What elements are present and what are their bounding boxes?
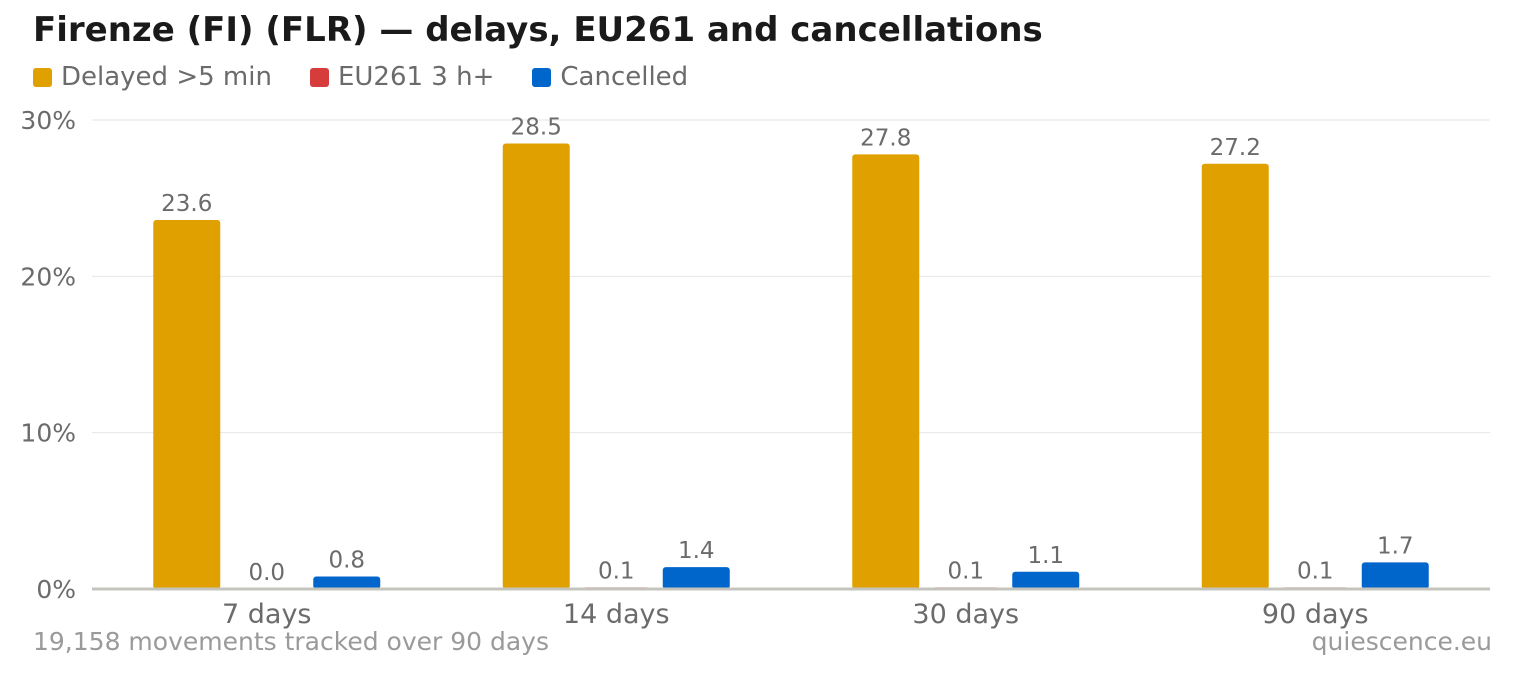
x-tick-label: 7 days bbox=[222, 599, 312, 630]
y-tick-label: 10% bbox=[20, 419, 76, 448]
y-tick-label: 0% bbox=[36, 575, 76, 604]
legend-swatch-cancelled bbox=[532, 67, 552, 87]
legend-item-delayed: Delayed >5 min bbox=[33, 62, 272, 92]
data-label: 0.8 bbox=[328, 547, 365, 573]
x-tick-label: 14 days bbox=[563, 599, 670, 630]
bar bbox=[1012, 571, 1080, 589]
data-label: 0.1 bbox=[1297, 558, 1334, 584]
source-label: quiescence.eu bbox=[1311, 627, 1492, 656]
bar bbox=[662, 567, 730, 589]
x-tick-label: 90 days bbox=[1262, 599, 1369, 630]
data-label: 1.4 bbox=[678, 538, 715, 564]
legend-swatch-eu261 bbox=[309, 67, 329, 87]
bar bbox=[852, 154, 920, 590]
data-label: 28.5 bbox=[511, 114, 562, 140]
data-label: 0.0 bbox=[248, 560, 285, 586]
legend-item-eu261: EU261 3 h+ bbox=[309, 62, 495, 92]
legend-label-eu261: EU261 3 h+ bbox=[337, 62, 495, 92]
y-tick-label: 30% bbox=[20, 106, 76, 135]
bar bbox=[502, 143, 570, 589]
data-label: 27.2 bbox=[1210, 135, 1261, 161]
y-tick-label: 20% bbox=[20, 262, 76, 291]
data-label: 0.1 bbox=[598, 558, 635, 584]
data-label: 23.6 bbox=[161, 191, 212, 217]
data-label: 0.1 bbox=[947, 558, 984, 584]
data-label: 27.8 bbox=[860, 125, 911, 151]
bar bbox=[1201, 163, 1269, 590]
legend-swatch-delayed bbox=[33, 67, 52, 87]
x-tick-label: 30 days bbox=[912, 599, 1019, 630]
bar bbox=[153, 220, 221, 589]
data-label: 1.1 bbox=[1027, 543, 1064, 569]
legend-label-delayed: Delayed >5 min bbox=[61, 62, 272, 92]
bar bbox=[313, 576, 381, 589]
data-label: 1.7 bbox=[1377, 533, 1414, 559]
chart-title: Firenze (FI) (FLR) — delays, EU261 and c… bbox=[33, 10, 1043, 50]
legend-label-cancelled: Cancelled bbox=[560, 62, 689, 92]
legend: Delayed >5 min EU261 3 h+ Cancelled bbox=[33, 62, 726, 92]
footer-note: 19,158 movements tracked over 90 days bbox=[33, 627, 549, 656]
bar bbox=[1361, 562, 1429, 589]
legend-item-cancelled: Cancelled bbox=[532, 62, 688, 92]
